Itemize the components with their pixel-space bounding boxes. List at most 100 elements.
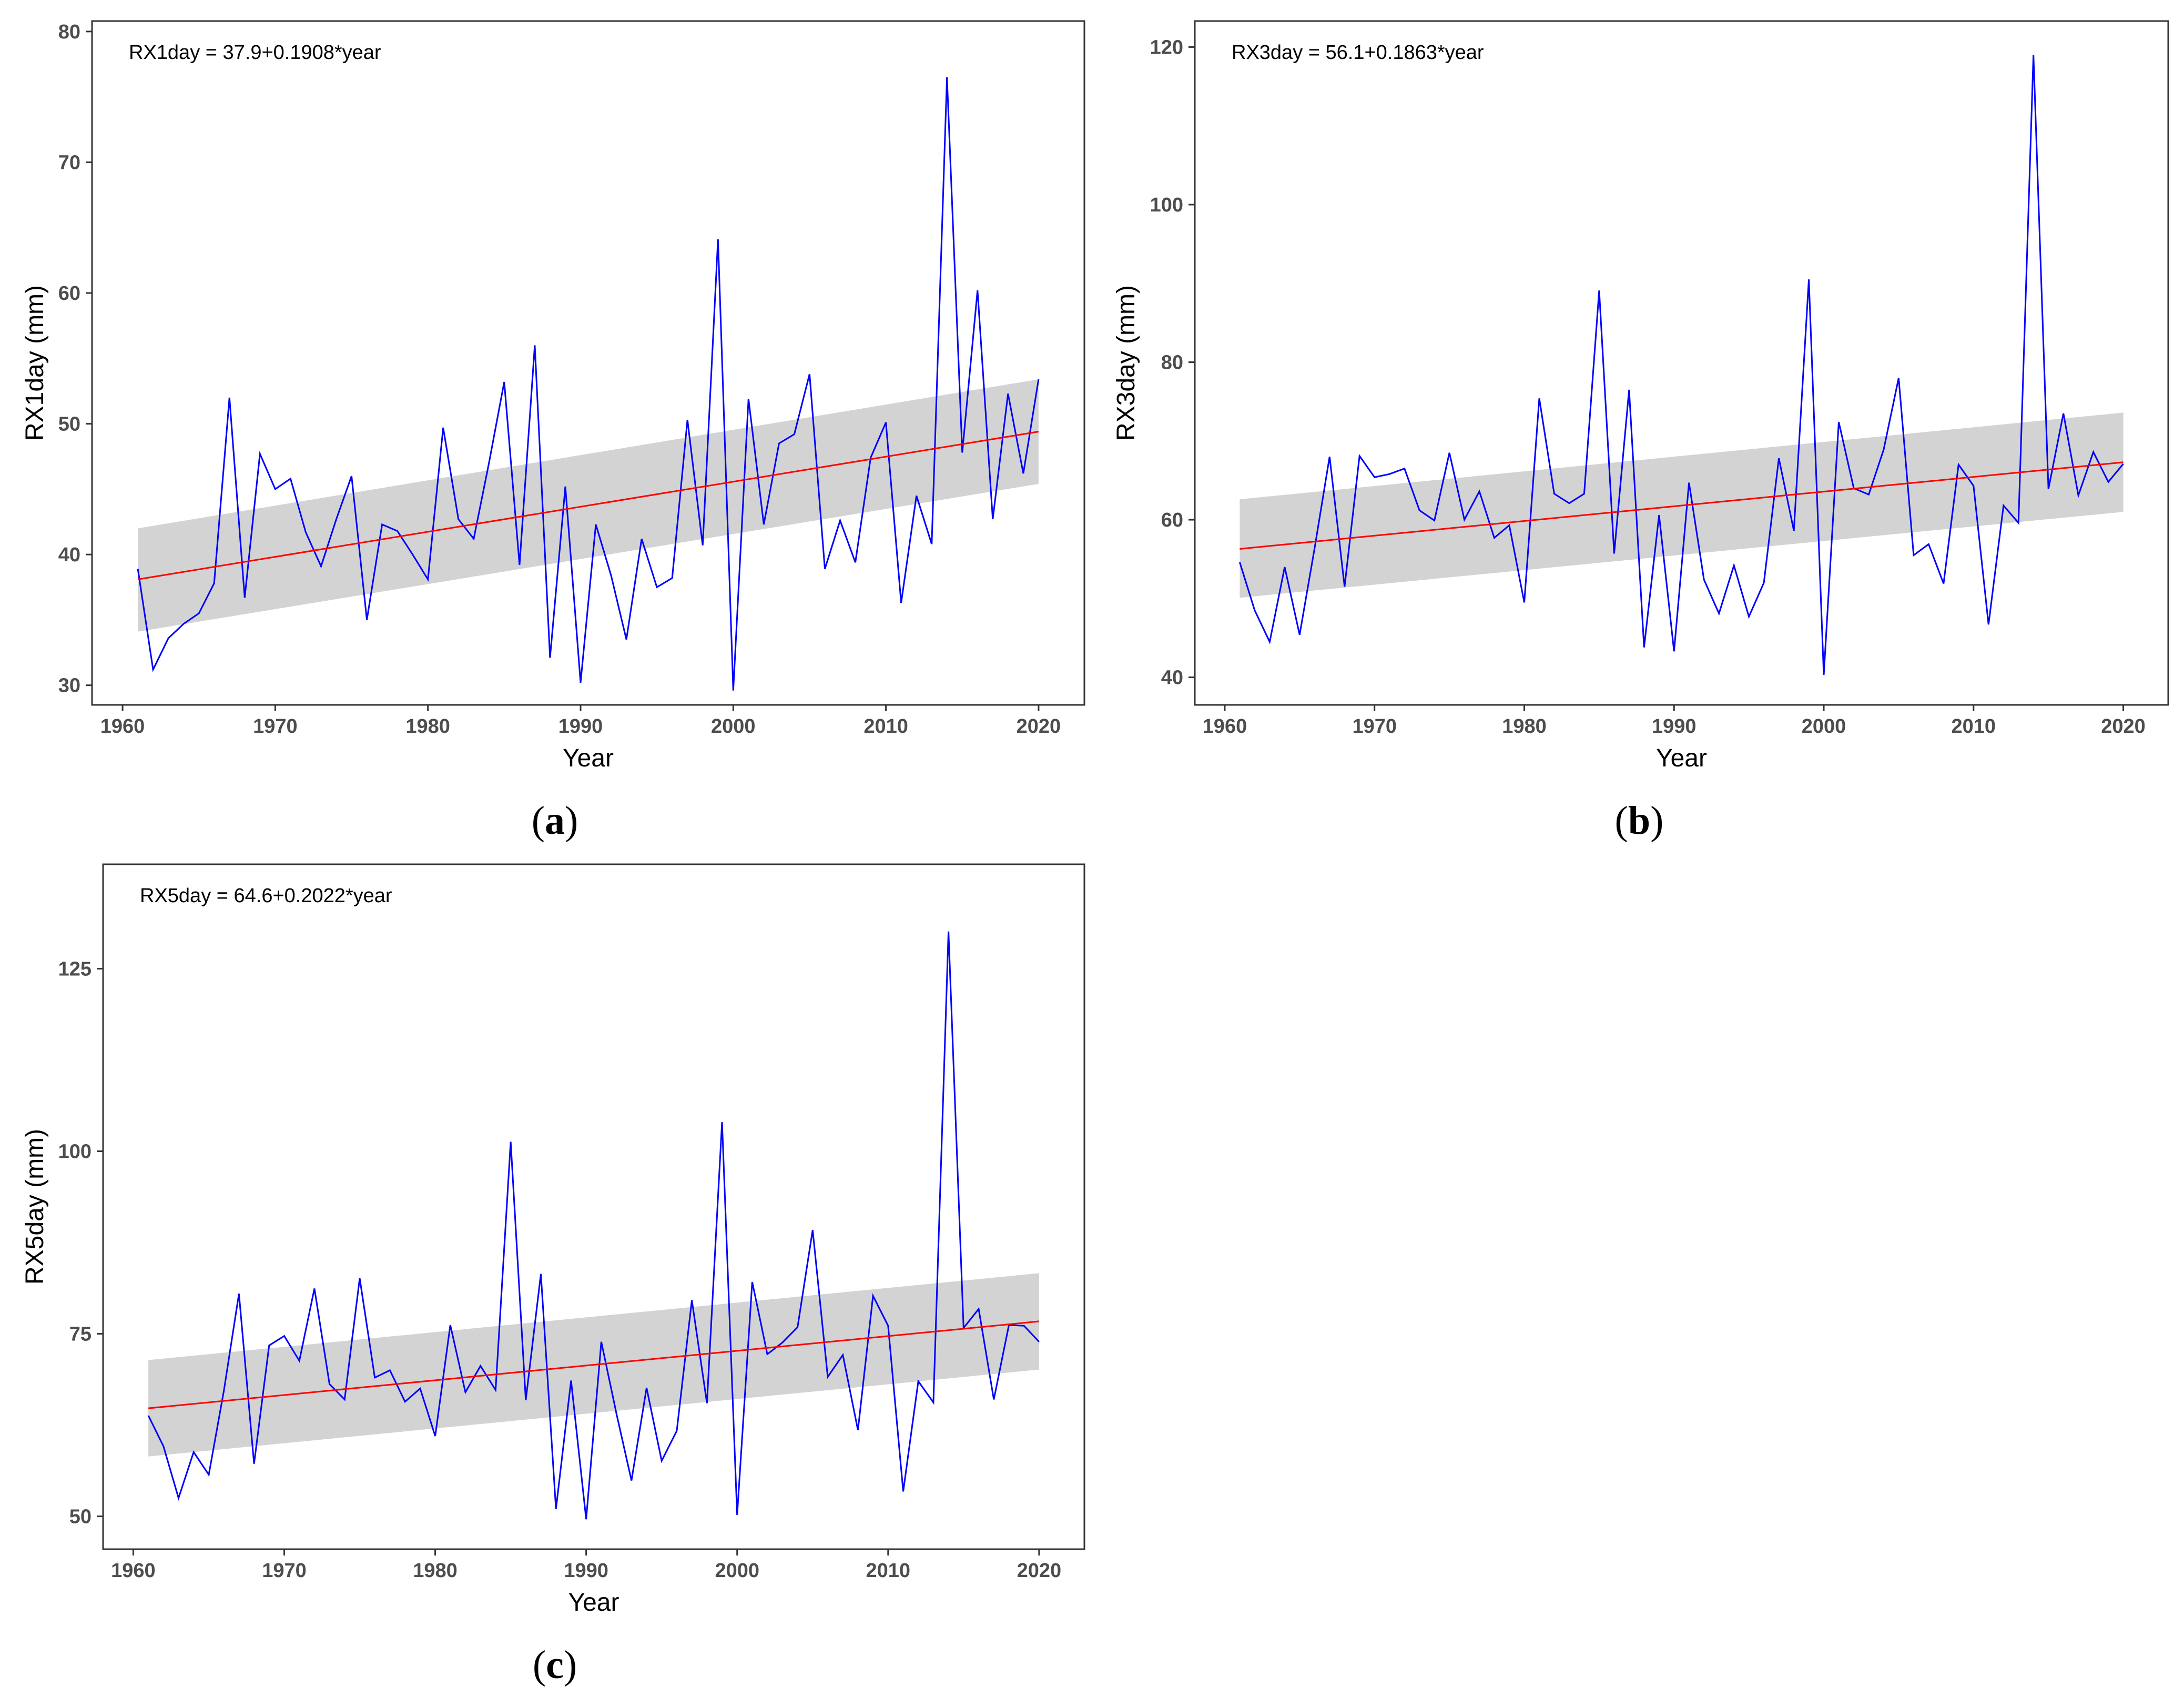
panel-caption: (c) xyxy=(533,1643,577,1687)
data-point-1983 xyxy=(1568,502,1571,505)
series-line xyxy=(137,77,1040,691)
y-axis-title: RX1day (mm) xyxy=(21,285,49,441)
data-point-1991 xyxy=(1688,481,1691,484)
data-point-1981 xyxy=(1538,397,1541,400)
trend-line xyxy=(148,1320,1040,1409)
data-point-1973 xyxy=(320,565,323,568)
data-point-1986 xyxy=(518,563,521,567)
data-point-2006 xyxy=(1912,553,1915,557)
data-point-2001 xyxy=(1837,420,1841,423)
data-point-1996 xyxy=(671,577,674,580)
data-point-1985 xyxy=(503,380,506,383)
series-line xyxy=(1238,55,2124,675)
data-point-2012 xyxy=(2002,504,2005,507)
data-point-1998 xyxy=(701,544,704,547)
data-point-1979 xyxy=(411,553,414,556)
y-tick-label: 40 xyxy=(1161,667,1183,689)
x-tick-label: 1980 xyxy=(413,1560,458,1582)
data-point-1969 xyxy=(1358,454,1361,458)
data-point-1971 xyxy=(1388,472,1391,476)
data-point-1972 xyxy=(1403,467,1406,470)
data-point-2014 xyxy=(946,76,949,79)
data-point-1976 xyxy=(1463,518,1466,521)
data-point-2015 xyxy=(961,451,964,454)
data-point-1981 xyxy=(449,1324,452,1327)
data-point-1993 xyxy=(1718,612,1721,615)
data-point-1996 xyxy=(675,1429,678,1432)
y-tick-label: 80 xyxy=(1161,352,1183,374)
data-point-1963 xyxy=(1268,640,1271,643)
x-tick-label: 2020 xyxy=(1017,1560,1062,1582)
data-point-1961 xyxy=(147,1414,150,1417)
x-axis-title: Year xyxy=(568,1589,619,1617)
x-tick-label: 2000 xyxy=(715,1560,759,1582)
data-point-1977 xyxy=(1478,490,1481,493)
data-point-1997 xyxy=(690,1299,694,1302)
data-point-2010 xyxy=(1972,484,1975,488)
data-point-1963 xyxy=(177,1497,180,1500)
data-point-2000 xyxy=(732,689,735,692)
data-point-1991 xyxy=(594,523,597,526)
x-tick-label: 2010 xyxy=(866,1560,911,1582)
data-point-1978 xyxy=(396,529,399,532)
data-point-2015 xyxy=(2047,488,2050,491)
data-point-1975 xyxy=(1448,451,1451,454)
data-point-1967 xyxy=(1328,455,1331,458)
data-point-1968 xyxy=(252,1462,256,1466)
data-point-2011 xyxy=(902,1490,905,1493)
data-point-1975 xyxy=(358,1277,361,1280)
y-tick-label: 30 xyxy=(58,675,80,697)
data-point-2005 xyxy=(1897,377,1900,380)
data-point-2007 xyxy=(841,1353,845,1357)
x-tick-label: 2000 xyxy=(1802,715,1846,738)
data-point-1965 xyxy=(207,1473,210,1476)
data-point-1992 xyxy=(610,574,613,577)
data-point-1989 xyxy=(570,1379,573,1382)
data-point-1981 xyxy=(442,426,445,429)
data-point-2007 xyxy=(1927,543,1930,546)
data-point-2019 xyxy=(1022,472,1025,475)
data-point-1966 xyxy=(1313,547,1316,550)
x-tick-label: 1990 xyxy=(564,1560,608,1582)
data-point-1990 xyxy=(579,681,582,684)
data-point-1988 xyxy=(554,1508,557,1511)
equation-annotation: RX5day = 64.6+0.2022*year xyxy=(140,885,392,907)
data-point-1980 xyxy=(426,578,430,581)
data-point-1983 xyxy=(479,1365,482,1368)
x-tick-label: 1970 xyxy=(1352,715,1397,738)
x-tick-label: 1990 xyxy=(1652,715,1697,738)
data-point-2001 xyxy=(750,1280,754,1284)
data-point-1987 xyxy=(1628,388,1631,391)
data-point-1989 xyxy=(1658,513,1661,517)
y-tick-label: 60 xyxy=(1161,509,1183,531)
data-point-1993 xyxy=(625,638,628,641)
data-point-1962 xyxy=(162,1445,165,1448)
data-point-1994 xyxy=(645,1386,648,1389)
data-point-1995 xyxy=(1748,615,1751,618)
chart-panel-a: 1960 1970 1980 1990 2000 2010 2020 30 40 50 60 70 80… xyxy=(21,20,1085,843)
data-point-1986 xyxy=(1612,552,1616,555)
data-point-2008 xyxy=(1942,582,1945,585)
data-point-2017 xyxy=(991,518,994,521)
data-point-2004 xyxy=(793,433,796,436)
data-point-2007 xyxy=(839,519,842,522)
data-point-2005 xyxy=(811,1228,814,1231)
x-tick-label: 2000 xyxy=(711,715,756,738)
equation-annotation: RX1day = 37.9+0.1908*year xyxy=(129,42,381,64)
data-point-1990 xyxy=(585,1518,588,1521)
chart-panel-b: 1960 1970 1980 1990 2000 2010 2020 40 60 80 100 120… xyxy=(1112,20,2169,843)
x-tick-label: 2020 xyxy=(1017,715,1061,738)
data-point-2012 xyxy=(917,1380,920,1383)
data-point-1988 xyxy=(1642,646,1645,649)
data-point-2020 xyxy=(1038,1340,1041,1344)
data-point-1970 xyxy=(283,1335,286,1338)
data-point-1998 xyxy=(1792,529,1795,532)
data-point-2008 xyxy=(856,1429,859,1432)
data-point-1985 xyxy=(509,1140,512,1144)
data-point-2016 xyxy=(2062,412,2065,415)
y-tick-label: 40 xyxy=(58,544,80,566)
data-point-2013 xyxy=(932,1401,935,1404)
x-tick-label: 1960 xyxy=(100,715,145,738)
data-point-2013 xyxy=(2017,521,2020,524)
